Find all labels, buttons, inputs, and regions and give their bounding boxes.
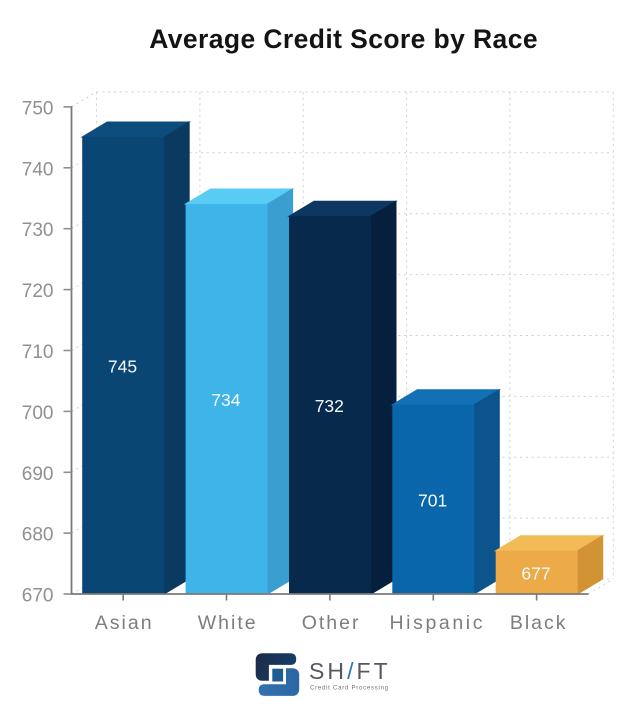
svg-text:710: 710 [22,342,54,363]
svg-text:750: 750 [22,98,54,119]
svg-text:Average Credit Score by Race: Average Credit Score by Race [149,24,538,54]
svg-text:701: 701 [418,490,447,510]
svg-text:Black: Black [510,612,568,634]
svg-text:Asian: Asian [95,612,154,634]
svg-text:720: 720 [22,281,54,302]
svg-text:White: White [198,612,258,634]
svg-text:680: 680 [22,525,54,546]
svg-text:Other: Other [302,612,361,634]
svg-text:670: 670 [22,586,54,607]
svg-text:740: 740 [22,159,54,180]
svg-text:730: 730 [22,220,54,241]
svg-text:Hispanic: Hispanic [390,612,486,634]
svg-text:690: 690 [22,464,54,485]
svg-text:677: 677 [521,563,550,583]
svg-text:734: 734 [211,390,240,410]
svg-text:Credit Card Processing: Credit Card Processing [310,685,389,692]
svg-text:732: 732 [315,396,344,416]
svg-text:700: 700 [22,403,54,424]
svg-text:SH/FT: SH/FT [309,658,391,684]
svg-text:745: 745 [108,357,137,377]
